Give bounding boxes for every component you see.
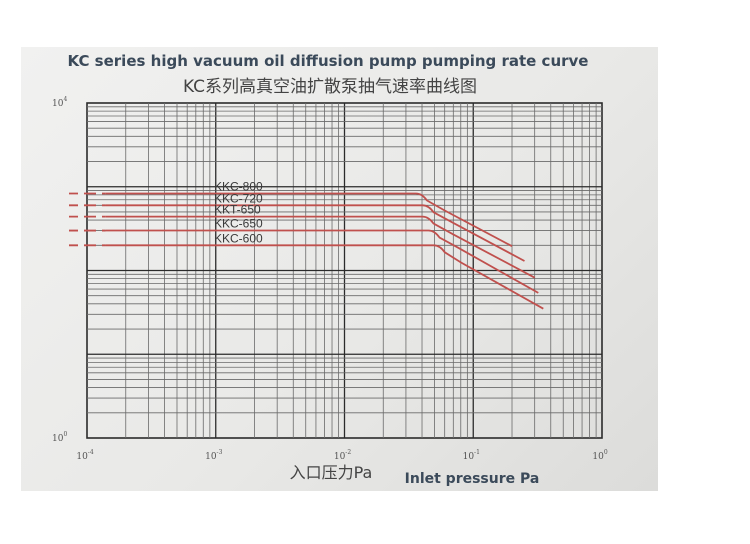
series-line-3 bbox=[105, 215, 536, 279]
series-label-1: KKC-800 bbox=[214, 180, 263, 194]
chart-subtitle: KC系列高真空油扩散泵抽气速率曲线图 bbox=[183, 77, 477, 97]
series-label-5: KKC-600 bbox=[214, 231, 263, 245]
grid bbox=[86, 102, 603, 439]
series-line-5 bbox=[105, 244, 544, 310]
x-tick-label: 10-3 bbox=[205, 449, 222, 462]
x-axis-label-cn: 入口压力Pa bbox=[290, 463, 373, 482]
y-tick-label: 104 bbox=[52, 96, 67, 109]
series-line-2 bbox=[105, 204, 525, 262]
series-label-2: KKC-720 bbox=[214, 191, 263, 205]
x-tick-label: 10-2 bbox=[334, 449, 351, 462]
x-tick-exponent: -2 bbox=[345, 449, 351, 456]
x-axis-label-en: Inlet pressure Pa bbox=[405, 471, 540, 487]
x-tick-label: 10-1 bbox=[463, 449, 480, 462]
x-tick-exponent: -3 bbox=[217, 449, 223, 456]
y-tick-exponent: 0 bbox=[63, 431, 67, 438]
y-tick-exponent: 4 bbox=[63, 96, 67, 103]
x-tick-exponent: 0 bbox=[604, 449, 608, 456]
series-label-4: KKC-650 bbox=[214, 217, 263, 231]
series-line-1 bbox=[105, 192, 513, 247]
series-line-4 bbox=[105, 229, 539, 294]
chart-title: KC series high vacuum oil diffusion pump… bbox=[68, 52, 589, 70]
x-tick-exponent: -1 bbox=[474, 449, 480, 456]
y-tick-label: 100 bbox=[52, 431, 67, 444]
x-tick-label: 10-4 bbox=[76, 449, 93, 462]
x-tick-exponent: -4 bbox=[88, 449, 94, 456]
x-tick-label: 100 bbox=[592, 449, 607, 462]
series-label-3: KKT-650 bbox=[214, 203, 261, 217]
chart-photo-background bbox=[21, 47, 658, 491]
